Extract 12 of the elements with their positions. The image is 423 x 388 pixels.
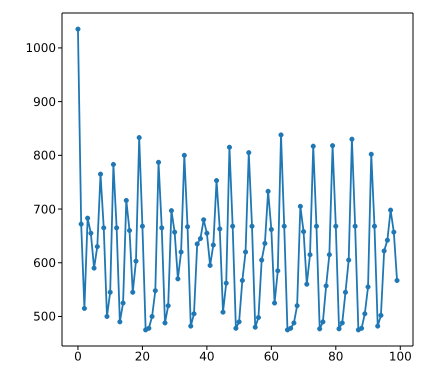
y-tick-label: 500 <box>33 310 56 324</box>
y-tick-label: 900 <box>33 94 56 109</box>
y-tick-label: 1000 <box>25 41 56 56</box>
x-tick-label: 80 <box>328 350 344 364</box>
y-tick-label: 600 <box>33 256 56 270</box>
x-tick-label: 60 <box>264 350 279 364</box>
x-tick-label: 0 <box>74 350 82 364</box>
y-tick-label: 700 <box>33 202 56 216</box>
x-tick-label: 40 <box>199 350 215 364</box>
y-tick-label: 800 <box>33 148 56 163</box>
x-tick-label: 100 <box>388 350 412 364</box>
x-tick-label: 20 <box>134 350 150 364</box>
